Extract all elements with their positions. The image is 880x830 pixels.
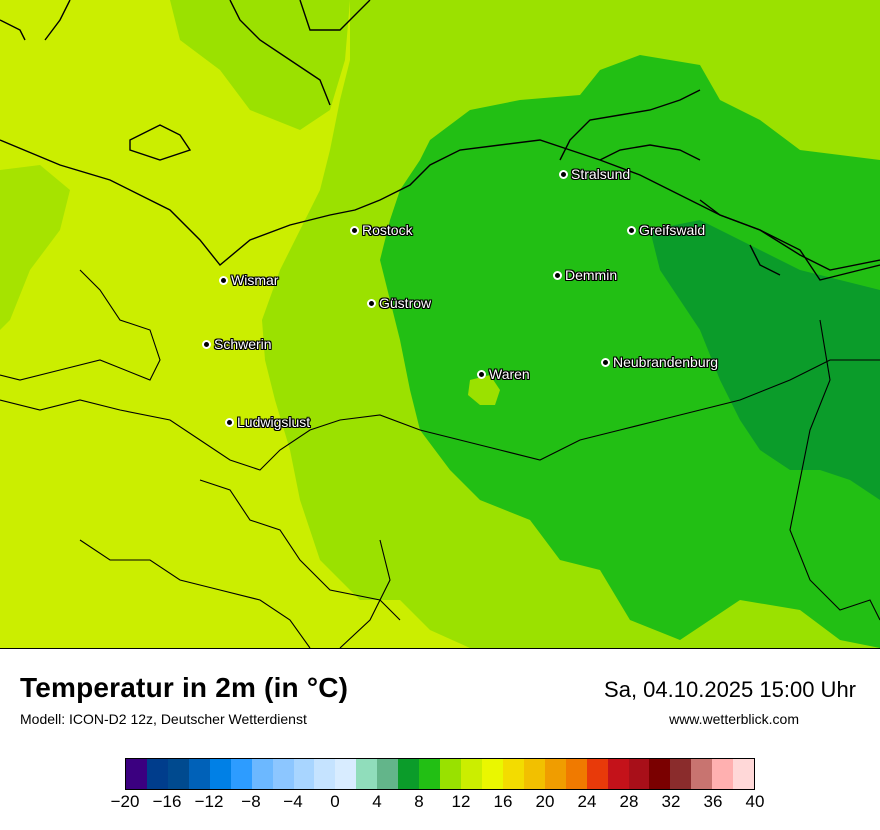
legend-color-segment [335, 759, 357, 789]
west-patch [0, 165, 70, 330]
city-marker[interactable]: Demmin [553, 267, 617, 283]
legend-color-segment [565, 759, 587, 789]
legend-tick-label: 12 [451, 792, 471, 811]
legend-color-segment [607, 759, 629, 789]
legend-color-segment [356, 759, 378, 789]
legend-tick-label: 8 [414, 792, 424, 811]
city-label: Neubrandenburg [613, 354, 719, 370]
website-link[interactable]: www.wetterblick.com [669, 711, 799, 727]
legend-color-segment [586, 759, 608, 789]
legend-tick-label: 28 [619, 792, 639, 811]
legend-color-segment [272, 759, 294, 789]
legend-tick-label: 4 [372, 792, 382, 811]
dark-green-temperature-area [650, 220, 880, 500]
legend-tick-label: 36 [703, 792, 723, 811]
legend-color-segment [461, 759, 482, 789]
city-dot-icon [219, 275, 228, 285]
legend-color-segment [419, 759, 441, 789]
city-label: Wismar [231, 272, 279, 288]
legend-color-segment [440, 759, 461, 789]
city-label: Güstrow [379, 295, 432, 311]
legend-color-segment [733, 759, 755, 789]
city-dot-icon [477, 369, 486, 379]
legend-tick-label: −16 [152, 792, 182, 811]
city-marker[interactable]: Waren [477, 366, 530, 382]
sea-upper-left [170, 0, 350, 130]
legend-color-bar [125, 758, 755, 790]
city-dot-icon [601, 357, 610, 367]
legend-color-segment [649, 759, 671, 789]
legend-color-segment [523, 759, 545, 789]
city-label: Stralsund [571, 166, 631, 182]
city-marker[interactable]: Wismar [219, 272, 278, 288]
legend-color-segment [167, 759, 189, 789]
legend-tick-label: −12 [194, 792, 224, 811]
legend-color-segment [126, 759, 147, 789]
legend-color-segment [230, 759, 252, 789]
legend-color-segment [188, 759, 210, 789]
legend-color-segment [481, 759, 503, 789]
city-marker[interactable]: Rostock [350, 222, 413, 238]
city-label: Waren [489, 366, 530, 382]
city-label: Greifswald [639, 222, 706, 238]
city-dot-icon [559, 169, 568, 179]
city-dot-icon [350, 225, 359, 235]
legend-tick-label: 32 [661, 792, 681, 811]
legend-color-segment [398, 759, 420, 789]
legend-tick-label: −20 [110, 792, 140, 811]
forecast-datetime: Sa, 04.10.2025 15:00 Uhr [604, 677, 856, 702]
city-marker[interactable]: Güstrow [367, 295, 431, 311]
legend-tick-label: 0 [330, 792, 340, 811]
city-dot-icon [367, 298, 376, 308]
legend-color-segment [502, 759, 524, 789]
temperature-map[interactable]: Stralsund Rostock Greifswald Wismar Demm… [0, 0, 880, 649]
legend-color-segment [712, 759, 734, 789]
legend-color-segment [314, 759, 336, 789]
legend-tick-label: 16 [493, 792, 513, 811]
legend-tick-label: −8 [241, 792, 261, 811]
legend-tick-labels: −20 −16 −12 −8 −4 0 4 8 12 16 20 24 28 32 36 40 [111, 792, 765, 822]
lake-patch [468, 375, 500, 405]
city-marker[interactable]: Stralsund [559, 166, 630, 182]
legend-tick-label: −4 [283, 792, 303, 811]
city-label: Schwerin [214, 336, 272, 352]
legend-tick-label: 40 [745, 792, 765, 811]
legend-color-segment [209, 759, 231, 789]
legend-color-segment [251, 759, 273, 789]
color-legend: −20 −16 −12 −8 −4 0 4 8 12 16 20 24 28 32 36 40 [0, 756, 880, 830]
city-label: Demmin [565, 267, 618, 283]
city-dot-icon [553, 270, 562, 280]
city-marker[interactable]: Ludwigslust [225, 414, 310, 430]
legend-color-segment [544, 759, 566, 789]
city-dot-icon [225, 417, 234, 427]
map-canvas [0, 0, 880, 648]
borders [0, 269, 880, 648]
legend-color-segment [377, 759, 399, 789]
legend-color-segment [628, 759, 650, 789]
city-marker[interactable]: Schwerin [202, 336, 272, 352]
city-dot-icon [202, 339, 211, 349]
legend-tick-label: 20 [535, 792, 555, 811]
city-label: Ludwigslust [237, 414, 311, 430]
coastlines [0, 0, 880, 281]
legend-color-segment [146, 759, 168, 789]
city-label: Rostock [362, 222, 413, 238]
city-marker[interactable]: Greifswald [627, 222, 705, 238]
city-dot-icon [627, 225, 636, 235]
map-title: Temperatur in 2m (in °C) [20, 672, 349, 703]
model-subtitle: Modell: ICON-D2 12z, Deutscher Wetterdie… [20, 711, 307, 727]
legend-color-segment [691, 759, 713, 789]
green-temperature-area [380, 55, 880, 648]
city-marker[interactable]: Neubrandenburg [601, 354, 718, 370]
legend-color-segment [293, 759, 315, 789]
legend-color-segment [670, 759, 692, 789]
legend-tick-label: 24 [577, 792, 597, 811]
